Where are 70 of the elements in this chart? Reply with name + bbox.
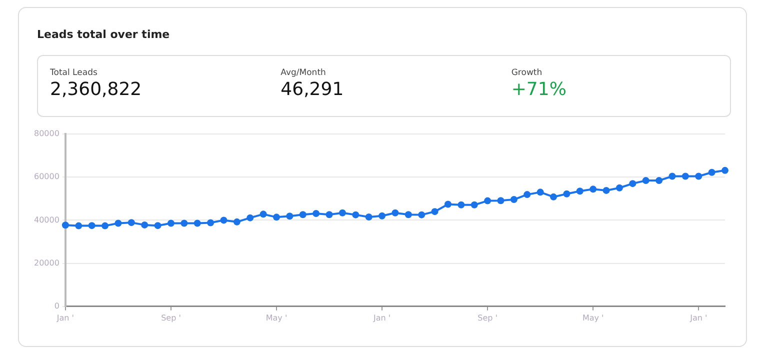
y-tick-label: 0 <box>54 301 60 310</box>
point <box>590 186 597 193</box>
point <box>470 201 478 208</box>
point <box>326 211 333 218</box>
point <box>431 208 438 216</box>
x-tick-label: May ' <box>266 313 288 322</box>
point <box>233 218 240 226</box>
y-tick-label: 80000 <box>34 129 60 138</box>
x-tick-label: Sep ' <box>478 313 498 322</box>
point <box>510 196 518 204</box>
point <box>576 188 584 195</box>
point <box>536 188 544 196</box>
point <box>563 190 570 198</box>
point <box>128 219 135 226</box>
point <box>458 201 465 208</box>
point <box>708 168 716 176</box>
point <box>656 177 663 184</box>
text: +71% <box>511 79 568 100</box>
x-tick-label: Jan ' <box>372 313 391 322</box>
point <box>616 184 623 192</box>
point <box>286 212 294 220</box>
point <box>312 210 320 218</box>
point <box>484 197 492 204</box>
text: 2,360,822 <box>50 79 143 100</box>
point <box>524 191 531 198</box>
point <box>273 214 280 221</box>
point <box>260 210 267 218</box>
x-tick-label: Sep ' <box>161 313 181 322</box>
x-tick-label: May ' <box>582 313 604 322</box>
point <box>102 222 109 230</box>
text: Avg/Month <box>280 68 327 78</box>
text: 46,291 <box>280 79 345 100</box>
point <box>180 220 188 227</box>
text: Growth <box>511 68 544 78</box>
point <box>602 186 610 194</box>
point <box>392 209 399 216</box>
point <box>668 172 676 180</box>
point <box>62 222 69 229</box>
point <box>338 209 346 216</box>
point <box>141 221 148 228</box>
y-tick-label: 60000 <box>34 172 60 182</box>
point <box>246 214 254 222</box>
point <box>418 211 426 218</box>
point <box>75 222 82 230</box>
point <box>154 222 162 230</box>
x-tick-label: Jan ' <box>689 313 708 322</box>
point <box>444 200 452 208</box>
point <box>299 211 306 218</box>
y-tick-label: 40000 <box>34 215 60 224</box>
point <box>207 219 214 226</box>
point <box>378 212 386 220</box>
x-tick-label: Jan ' <box>56 313 74 322</box>
point <box>88 222 96 230</box>
point <box>695 172 702 180</box>
point <box>114 220 122 227</box>
y-tick-label: 20000 <box>34 258 60 268</box>
point <box>682 172 689 180</box>
point <box>194 220 201 227</box>
text: Total Leads <box>50 68 98 78</box>
point <box>629 180 636 188</box>
point <box>722 166 728 174</box>
point <box>404 211 412 218</box>
point <box>550 193 558 200</box>
point <box>167 220 174 227</box>
point <box>352 211 360 218</box>
point <box>642 177 650 184</box>
point <box>497 197 504 204</box>
point <box>365 213 372 220</box>
point <box>220 216 228 224</box>
chart-title: Leads total over time <box>37 28 170 41</box>
